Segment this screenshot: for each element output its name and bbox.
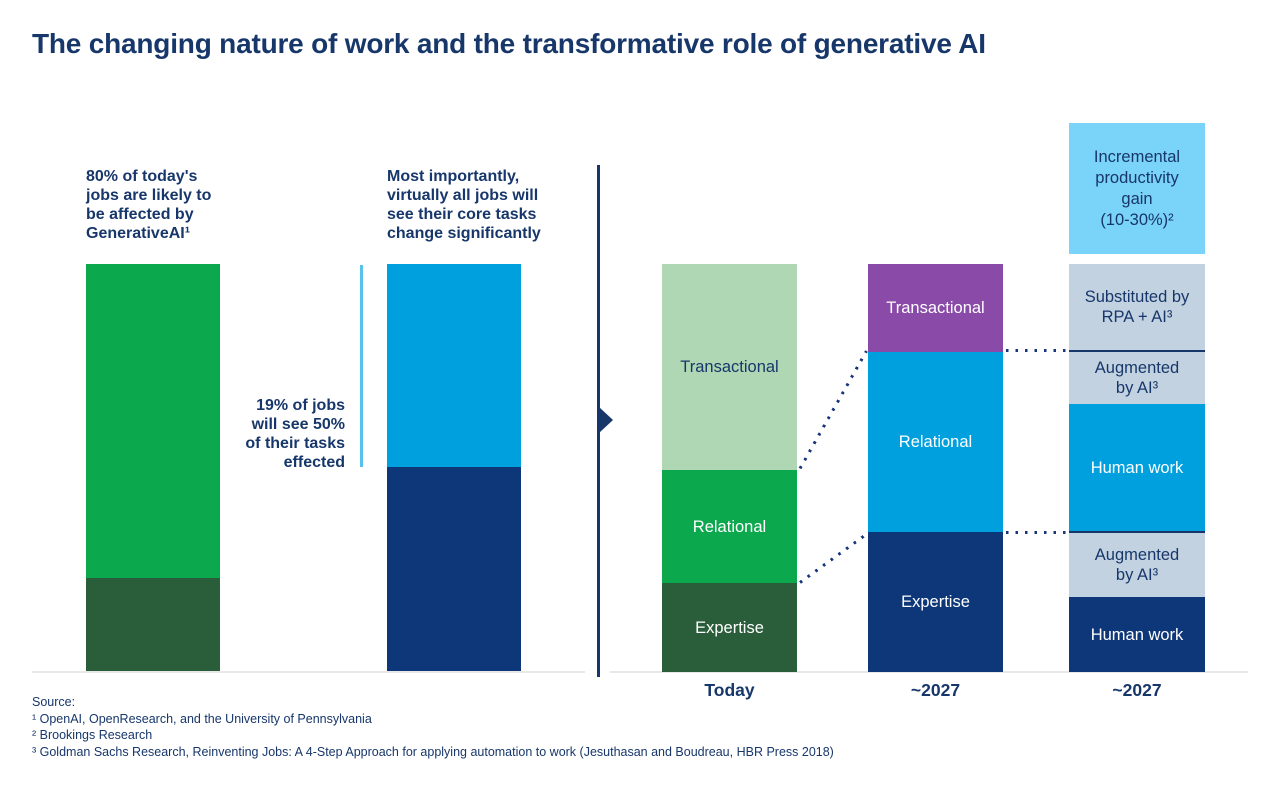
segment-expertise-today: Expertise: [662, 583, 797, 672]
stat-80-text: of today's jobs are likely to be affecte…: [86, 168, 212, 242]
stat-19-value: 19%: [256, 397, 289, 414]
segment-label: Relational: [898, 433, 973, 451]
segment-jobs-remainder: [86, 578, 220, 672]
stat-80-value: 80%: [86, 168, 119, 185]
source-item-3: ³ Goldman Sachs Research, Reinventing Jo…: [32, 744, 834, 759]
bar-jobs-affected: [86, 264, 220, 672]
axis-label-today: Today: [704, 680, 755, 700]
note-all-jobs-annotation: Most importantly, virtually all jobs wil…: [387, 168, 541, 242]
bar-today: Transactional Relational Expertise: [662, 264, 797, 672]
stat-19-accent-line: [360, 265, 363, 467]
bar-2027-task-mix: Transactional Relational Expertise: [868, 264, 1003, 672]
incremental-gain-box: Incremental productivity gain (10-30%)²: [1069, 123, 1205, 254]
stat-19-text-b: of their tasks effected: [245, 435, 345, 471]
axis-label-2027: ~2027: [910, 680, 961, 700]
segment-label: Substituted by RPA + AI³: [1084, 288, 1190, 326]
segment-substituted-by-rpa-ai: Substituted by RPA + AI³: [1069, 264, 1205, 350]
segment-transactional-today: Transactional: [662, 264, 797, 470]
segment-augmented-by-ai-2: Augmented by AI³: [1069, 533, 1205, 597]
segment-label: Augmented by AI³: [1094, 546, 1180, 584]
dotted-connector-2: [799, 533, 868, 584]
segment-label: Expertise: [695, 618, 764, 637]
dotted-connector-1: [798, 350, 868, 470]
segment-label: Transactional: [886, 299, 985, 317]
dotted-connector-4: [1006, 531, 1066, 534]
segment-human-work-2: Human work: [1069, 597, 1205, 672]
source-item-2: ² Brookings Research: [32, 728, 153, 742]
page-title: The changing nature of work and the tran…: [32, 28, 986, 59]
axis-label-future-2027: ~2027: [1112, 680, 1162, 700]
segment-jobs-affected: [86, 264, 220, 578]
segment-label: Expertise: [901, 593, 970, 611]
stat-19-text-a: of jobs will see: [251, 397, 345, 433]
stat-50-value: 50%: [312, 416, 345, 433]
separator-line-2: [1069, 531, 1205, 533]
segment-label: Human work: [1090, 625, 1184, 644]
segment-label: Relational: [692, 517, 767, 536]
segment-augmented-by-ai-1: Augmented by AI³: [1069, 352, 1205, 404]
baseline-left: [32, 671, 585, 673]
dotted-connector-3: [1006, 349, 1066, 352]
baseline-right: [610, 671, 1248, 673]
segment-tasks-remainder: [387, 467, 521, 672]
bar-core-tasks: [387, 264, 521, 672]
segment-human-work-1: Human work: [1069, 404, 1205, 531]
segment-tasks-change: [387, 264, 521, 467]
divider-line: [597, 165, 600, 677]
source-block: Source: ¹ OpenAI, OpenResearch, and the …: [32, 694, 834, 760]
bar-2027-work-split: Substituted by RPA + AI³ Augmented by AI…: [1069, 264, 1205, 672]
segment-label: Transactional: [680, 358, 779, 376]
stat-19-annotation: 19% of jobs will see 50% of their tasks …: [155, 396, 345, 472]
source-heading: Source:: [32, 695, 76, 709]
segment-expertise-2027: Expertise: [868, 532, 1003, 672]
source-item-1: ¹ OpenAI, OpenResearch, and the Universi…: [32, 711, 372, 726]
segment-transactional-2027: Transactional: [868, 264, 1003, 352]
segment-label: Human work: [1090, 458, 1184, 477]
separator-line-1: [1069, 350, 1205, 352]
stat-80-annotation: 80% of today's jobs are likely to be aff…: [86, 167, 286, 243]
segment-relational-2027: Relational: [868, 352, 1003, 532]
segment-label: Augmented by AI³: [1094, 359, 1180, 397]
segment-relational-today: Relational: [662, 470, 797, 583]
arrow-right-icon: [599, 407, 613, 433]
